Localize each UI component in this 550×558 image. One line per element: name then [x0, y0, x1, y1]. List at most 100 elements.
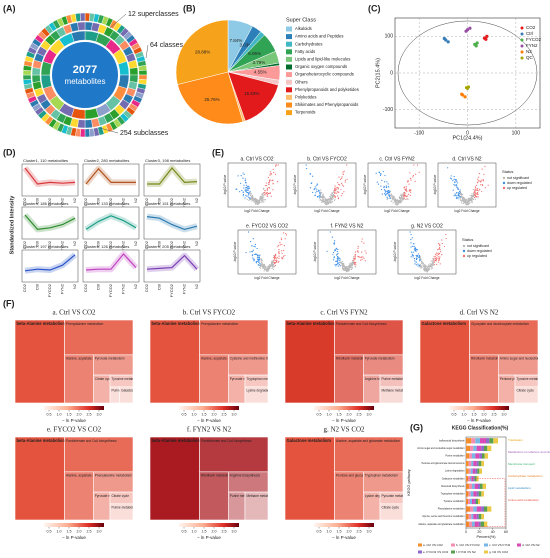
colorbar-tick-label: 3.0: [502, 412, 507, 416]
volcano-dot: [357, 251, 359, 253]
volcano-dot: [387, 183, 389, 185]
volcano-dot: [255, 262, 258, 264]
volcano-dot: [400, 196, 403, 199]
volcano-dot: [403, 192, 405, 194]
bar-segment: [475, 453, 480, 459]
cell-label-group: Citrate cycle: [111, 494, 129, 498]
volcano-dot: [415, 248, 418, 250]
cell-label: Citrate cycle: [381, 506, 399, 510]
volcano-dot: [342, 264, 344, 266]
bar-segment: [493, 438, 498, 444]
legend-swatch: [418, 550, 422, 554]
legend-swatch: [286, 102, 292, 108]
volcano-dot: [321, 195, 323, 198]
tree-cell: [334, 471, 364, 521]
colorbar-tick-label: 2.0: [347, 529, 352, 533]
volcano-dot: [476, 189, 479, 192]
volcano-dot: [388, 186, 390, 188]
volcano-dot: [364, 250, 366, 252]
plot-title: b. Ctrl VS FYCO2: [183, 309, 236, 317]
cell-label-group: Pyruvate metabolism: [95, 494, 110, 498]
cell-label-group: Pyruvate metabolism: [230, 377, 245, 381]
volcano-dot: [334, 188, 336, 190]
ring-segment: [79, 12, 86, 22]
colorbar-label: − ln P-value: [332, 418, 356, 423]
volcano-dot: [266, 187, 269, 190]
volcano-dot: [334, 264, 336, 266]
volcano-dot: [248, 187, 250, 189]
volcano-dot: [243, 187, 245, 189]
volcano-dot: [272, 168, 274, 170]
volcano-dot: [354, 251, 357, 253]
bar-segment: [489, 438, 494, 444]
cell-label-group: Riboflavin metabolism: [471, 357, 498, 361]
volcano-dot: [262, 267, 265, 269]
volcano-dot: [266, 188, 268, 190]
volcano-dot: [421, 266, 423, 269]
volcano-dot: [241, 189, 243, 192]
volcano-dot: [244, 189, 246, 191]
bar-segment: [473, 460, 477, 467]
volcano-dot: [263, 201, 265, 203]
volcano-dot: [316, 183, 318, 185]
volcano-dot: [346, 266, 348, 268]
volcano-dot: [400, 198, 402, 200]
volcano-dot: [398, 200, 401, 202]
y-tick-label: 0: [390, 70, 393, 76]
volcano-dot: [418, 171, 420, 173]
volcano-dot: [410, 246, 412, 248]
volcano-dot: [383, 186, 385, 189]
volcano-dot: [423, 267, 426, 269]
bar-segment: [471, 513, 474, 520]
volcano-dot: [479, 180, 481, 182]
volcano-dot: [335, 192, 337, 194]
cell-label-group: Riboflavin metabolism: [336, 357, 363, 361]
colorbar-label: − ln P-value: [332, 535, 356, 540]
legend-label: d. Ctrl VS N2: [522, 543, 540, 547]
volcano-dot: [263, 270, 265, 272]
volcano-dot: [331, 236, 333, 238]
volcano-dot: [251, 195, 254, 197]
volcano-dot: [313, 188, 315, 190]
volcano-dot: [404, 192, 406, 194]
x-tick-label: 40: [491, 530, 495, 534]
volcano-dot: [316, 196, 319, 198]
cell-label: Methane metabolism: [246, 494, 276, 498]
tree-cell: [334, 319, 404, 356]
volcano-dot: [259, 254, 261, 256]
volcano-dot: [473, 193, 475, 195]
volcano-dot: [386, 196, 388, 198]
volcano-dot: [283, 249, 285, 252]
volcano-dot: [267, 268, 269, 270]
cell-label-group: Pyruvate metabolism: [381, 494, 403, 498]
volcano-dot: [312, 175, 314, 177]
volcano-dot: [265, 268, 268, 271]
volcano-dot: [259, 266, 261, 269]
volcano-dot: [317, 190, 319, 192]
volcano-dot: [321, 200, 323, 202]
volcano-dot: [381, 193, 383, 195]
plot-title: a. Ctrl VS CO2: [240, 156, 273, 162]
point: [484, 37, 488, 41]
volcano-dot: [268, 266, 270, 268]
volcano-dot: [378, 172, 380, 174]
volcano-dot: [425, 265, 427, 267]
volcano-dot: [438, 259, 440, 261]
volcano-dot: [413, 243, 415, 245]
volcano-dot: [250, 240, 252, 243]
volcano-dot: [426, 271, 428, 273]
volcano-dot: [344, 267, 347, 269]
volcano-dot: [465, 201, 467, 203]
legend-label: not significant: [467, 244, 489, 248]
volcano-dot: [348, 265, 350, 267]
y-tick-label: Flavonoid biosynthesis: [441, 485, 465, 488]
x-axis-label: log2 Fold Change: [254, 276, 279, 280]
volcano-dot: [335, 247, 337, 249]
volcano-dot: [388, 192, 390, 194]
pie-slice: [227, 71, 279, 122]
x-tick-label: FYN2: [60, 240, 65, 251]
volcano-dot: [346, 164, 348, 166]
legend-label: Shikimates and Phenylpropanoids: [295, 102, 358, 107]
volcano-dot: [390, 196, 392, 198]
volcano-dot: [351, 263, 353, 265]
